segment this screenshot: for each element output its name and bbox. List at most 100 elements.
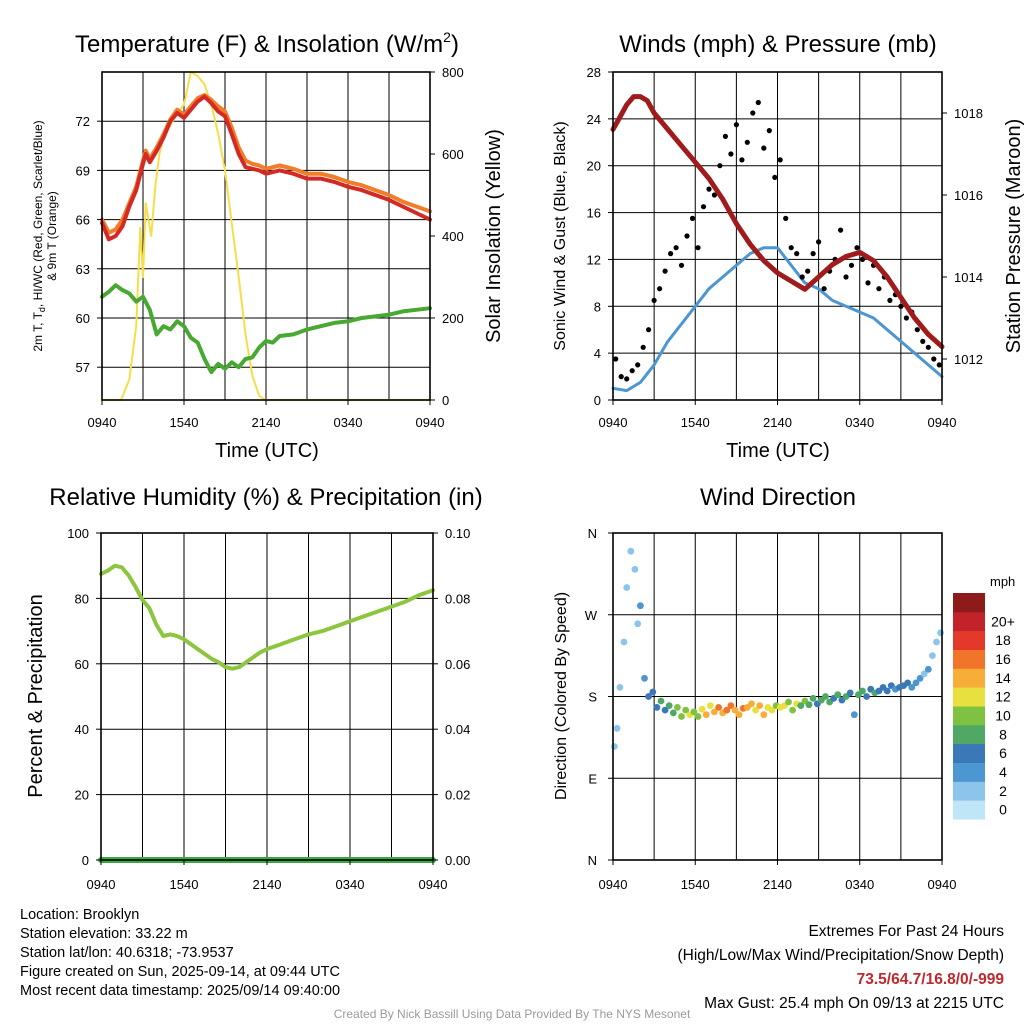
wind-direction-point	[674, 704, 681, 711]
gust-point	[739, 157, 745, 163]
gust-point	[805, 268, 811, 274]
wind-direction-point	[756, 702, 764, 709]
gust-point	[843, 274, 849, 280]
y-tick-label: 24	[587, 112, 601, 127]
gust-point	[651, 297, 657, 303]
x-tick-label: 0340	[845, 415, 874, 430]
gust-point	[766, 128, 772, 134]
y-tick-label: E	[588, 771, 597, 786]
extremes-title: Extremes For Past 24 Hours	[808, 923, 1004, 940]
gust-point	[859, 256, 866, 262]
x-tick-label: 0940	[419, 877, 448, 892]
station-pressure-line	[610, 94, 945, 350]
gust-point	[695, 245, 701, 251]
y-tick-label: 20	[587, 159, 601, 174]
gust-point	[706, 186, 712, 192]
humidity-panel-title: Relative Humidity (%) & Precipitation (i…	[49, 484, 482, 511]
gust-point	[848, 262, 855, 268]
colorbar-swatch	[953, 743, 985, 763]
wind-direction-point	[916, 674, 924, 682]
gust-point	[640, 344, 646, 350]
x-tick-label: 0940	[599, 877, 628, 892]
max-gust: Max Gust: 25.4 mph On 09/13 at 2215 UTC	[704, 995, 1004, 1012]
wind-direction-point	[694, 713, 702, 720]
wind-direction-point	[661, 706, 669, 714]
station-location: Location: Brooklyn	[20, 907, 140, 923]
y2-tick-label: 0.04	[445, 722, 470, 737]
extremes-info: Extremes For Past 24 Hours (High/Low/Max…	[678, 920, 1005, 1016]
wind-direction-point	[805, 701, 813, 709]
station-info: Location: Brooklyn Station elevation: 33…	[20, 906, 340, 1001]
gust-point	[936, 362, 942, 368]
wind-direction-point	[702, 711, 710, 719]
x-tick-label: 0940	[599, 415, 628, 430]
gust-point	[854, 245, 860, 251]
gust-point	[925, 344, 931, 350]
winds-y-axis-title: Sonic Wind & Gust (Blue, Black)	[552, 121, 569, 350]
wind-direction-point	[682, 706, 690, 714]
y-tick-label: 57	[76, 360, 90, 375]
x-tick-label: 0940	[87, 877, 116, 892]
wind-direction-points	[611, 547, 944, 750]
y2-tick-label: 1014	[954, 270, 983, 285]
wind-direction-point	[665, 702, 673, 709]
y2-tick-label: 0.10	[445, 526, 470, 541]
colorbar-tick-label: 4	[999, 764, 1007, 780]
gust-point	[624, 376, 630, 382]
wind-direction-point	[846, 689, 854, 697]
gust-point	[629, 368, 635, 374]
gust-point	[914, 327, 920, 333]
wind-direction-point	[768, 706, 776, 714]
gust-point	[684, 233, 690, 239]
gust-point	[865, 280, 871, 286]
gust-point	[711, 192, 718, 198]
y2-tick-label: 800	[442, 65, 464, 80]
gust-point	[678, 262, 685, 268]
gust-point	[920, 338, 926, 344]
colorbar-swatch	[953, 649, 985, 669]
wind-direction-point	[616, 684, 624, 691]
y-tick-label: 12	[587, 252, 601, 267]
y-tick-label: 80	[75, 591, 89, 606]
humidity-grid	[101, 533, 433, 860]
wind-direction-point	[859, 687, 866, 695]
wind-direction-point	[908, 684, 916, 691]
x-tick-label: 2140	[763, 415, 792, 430]
winds-panel: Winds (mph) & Pressure (mb) 0940 1540 2140…	[552, 31, 1024, 462]
colorbar-tick-label: 20+	[991, 613, 1015, 629]
gust-point	[810, 251, 816, 257]
wind-direction-point	[797, 702, 805, 709]
wind-direction-point	[690, 708, 698, 716]
wind-direction-point	[706, 702, 714, 709]
y-tick-label: 60	[75, 657, 89, 672]
winds-lines	[610, 94, 945, 393]
y-tick-label: 20	[75, 788, 89, 803]
x-tick-label: 2140	[253, 877, 282, 892]
wind-direction-point	[752, 706, 759, 714]
wind-direction-grid	[613, 533, 942, 860]
colorbar-swatch	[953, 593, 985, 613]
temperature-x-axis-title: Time (UTC)	[215, 440, 319, 462]
wind-direction-point	[623, 584, 631, 591]
y-tick-label: 0	[82, 853, 89, 868]
gust-point	[903, 315, 910, 321]
colorbar-swatch	[953, 706, 985, 726]
winds-panel-title: Winds (mph) & Pressure (mb)	[619, 31, 936, 58]
wind-direction-point	[731, 706, 739, 714]
x-tick-label: 0940	[88, 415, 117, 430]
extremes-subtitle: (High/Low/Max Wind/Precipitation/Snow De…	[677, 947, 1005, 964]
gust-point	[788, 245, 794, 251]
gust-point	[700, 204, 707, 210]
station-latlon: Station lat/lon: 40.6318; -73.9537	[20, 945, 234, 961]
colorbar-tick-label: 10	[995, 707, 1011, 723]
temperature-y-axis-title: 2m T, Td, HI/WC (Red, Green, Scarlet/Blu…	[31, 120, 47, 351]
gust-point	[755, 99, 761, 106]
colorbar-swatch	[953, 800, 985, 820]
colorbar-unit-label: mph	[990, 574, 1016, 589]
x-tick-label: 0940	[416, 415, 445, 430]
wind-direction-point	[657, 697, 665, 705]
wind-direction-point	[634, 620, 642, 628]
x-tick-label: 0940	[928, 415, 957, 430]
gust-point	[887, 297, 893, 303]
